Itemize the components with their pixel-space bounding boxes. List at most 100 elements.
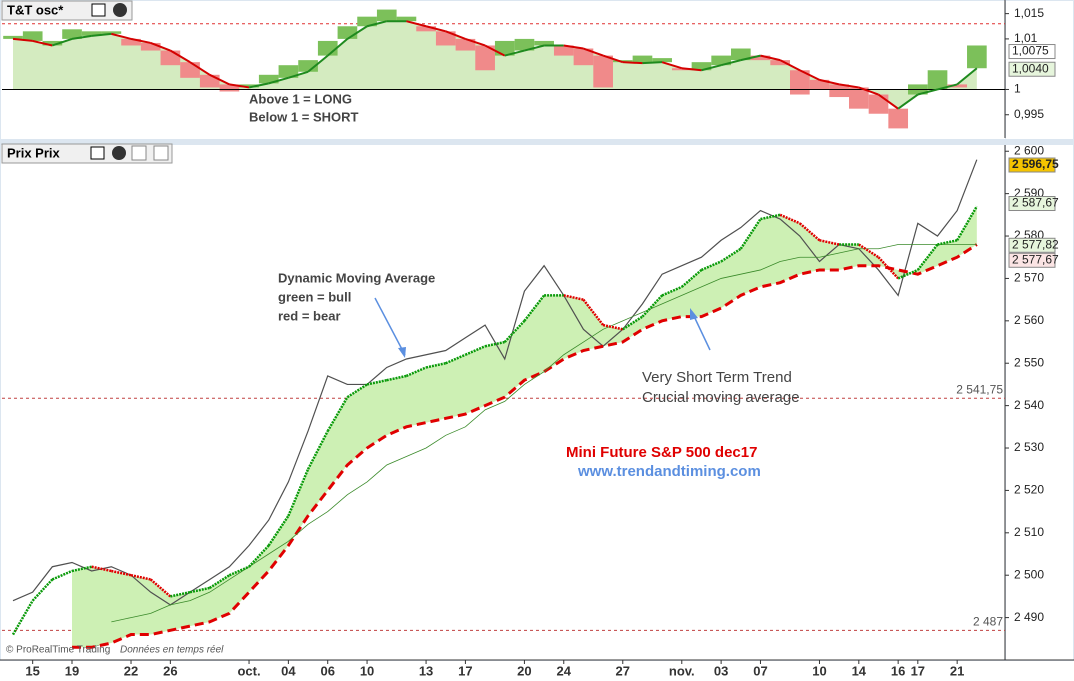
trend-band <box>72 206 977 648</box>
x-tick-label: 06 <box>320 663 334 678</box>
dynamic-ma <box>189 586 210 594</box>
osc-line <box>346 25 368 40</box>
y-tick-label: 2 560 <box>1014 313 1044 327</box>
osc-bar <box>160 50 181 66</box>
x-tick-label: 03 <box>714 663 728 678</box>
x-tick-label: 19 <box>65 663 79 678</box>
osc-title: T&T osc* <box>7 2 64 17</box>
osc-line <box>91 32 112 37</box>
site-label: www.trendandtiming.com <box>577 463 761 480</box>
osc-bar <box>180 62 200 78</box>
x-tick-label: 26 <box>163 663 177 678</box>
osc-bar <box>239 84 259 88</box>
last-value-label: 2 577,67 <box>1012 252 1059 266</box>
osc-line <box>917 88 938 96</box>
dynamic-ma <box>523 294 546 322</box>
osc-line <box>307 54 329 73</box>
last-value-box <box>1008 252 1056 268</box>
last-value-label: 2 577,82 <box>1012 237 1059 251</box>
osc-line <box>12 37 33 42</box>
dynamic-ma <box>700 260 722 272</box>
dynamic-ma <box>228 565 250 577</box>
osc-line <box>169 49 191 64</box>
osc-line <box>858 86 879 96</box>
osc-bar <box>62 29 82 39</box>
osc-bar <box>593 55 613 88</box>
x-tick-label: nov. <box>669 663 695 678</box>
dynamic-ma <box>464 345 486 356</box>
osc-bar <box>652 58 672 63</box>
up-icon[interactable] <box>153 145 169 161</box>
window-icon[interactable] <box>90 146 105 160</box>
annotation: red = bear <box>278 308 341 323</box>
copyright: © ProRealTime Trading <box>6 645 110 656</box>
last-value-label: 2 587,67 <box>1012 196 1059 210</box>
osc-bar <box>632 55 653 64</box>
osc-bar <box>199 74 220 88</box>
osc-bar <box>376 9 397 22</box>
osc-bar <box>573 48 594 66</box>
osc-line <box>465 37 486 47</box>
close-icon[interactable] <box>112 146 126 160</box>
osc-line <box>32 39 53 47</box>
osc-bar <box>3 35 23 39</box>
osc-bar <box>809 79 830 90</box>
osc-bar <box>671 68 692 71</box>
dynamic-ma <box>582 298 605 326</box>
osc-bar <box>42 40 63 46</box>
osc-line <box>524 44 545 52</box>
y-tick-label: 2 510 <box>1014 525 1044 539</box>
osc-bar <box>868 94 889 114</box>
dynamic-ma <box>916 243 939 271</box>
last-value-box <box>1008 237 1056 253</box>
osc-bar <box>947 84 968 88</box>
dynamic-ma <box>130 573 151 581</box>
osc-line <box>937 83 958 91</box>
x-tick-label: 22 <box>124 663 138 678</box>
osc-bar <box>534 40 554 46</box>
arrow-head <box>690 308 698 320</box>
dynamic-ma <box>877 256 900 280</box>
last-value-label: 2 596,75 <box>1012 157 1059 171</box>
osc-bar <box>967 45 987 69</box>
dynamic-ma <box>209 574 231 589</box>
dynamic-ma <box>779 213 801 225</box>
down-icon[interactable] <box>131 145 147 161</box>
osc-line <box>642 61 663 65</box>
dynamic-ma <box>484 340 506 348</box>
osc-line <box>425 25 446 33</box>
osc-bar <box>770 60 790 66</box>
last-value-box <box>1008 61 1056 77</box>
osc-bar <box>22 31 43 41</box>
last-value-box <box>1008 157 1056 173</box>
osc-bar <box>494 40 515 56</box>
osc-bar <box>514 38 535 51</box>
dynamic-ma <box>149 578 172 598</box>
osc-bar <box>357 16 377 27</box>
osc-line <box>779 59 801 72</box>
osc-line <box>288 70 309 79</box>
window-icon[interactable] <box>91 3 106 17</box>
x-tick-label: 10 <box>360 663 374 678</box>
level-label: 2 541,75 <box>956 382 1003 396</box>
osc-line <box>622 61 643 65</box>
dynamic-ma <box>31 578 54 602</box>
y-tick-label: 2 490 <box>1014 610 1044 624</box>
long-ma <box>111 244 977 623</box>
price-title: Prix Prix <box>7 145 61 160</box>
x-tick-label: 17 <box>911 663 925 678</box>
dynamic-ma <box>405 366 427 378</box>
x-tick-label: 15 <box>25 663 39 678</box>
osc-line <box>819 78 840 86</box>
dynamic-ma <box>819 239 840 246</box>
dynamic-ma <box>720 247 742 263</box>
dynamic-ma <box>563 294 584 301</box>
osc-bar <box>121 38 141 46</box>
osc-bar <box>711 55 731 66</box>
osc-line <box>130 37 151 44</box>
close-icon[interactable] <box>113 3 127 17</box>
osc-line <box>838 83 859 89</box>
dynamic-ma <box>366 378 387 386</box>
